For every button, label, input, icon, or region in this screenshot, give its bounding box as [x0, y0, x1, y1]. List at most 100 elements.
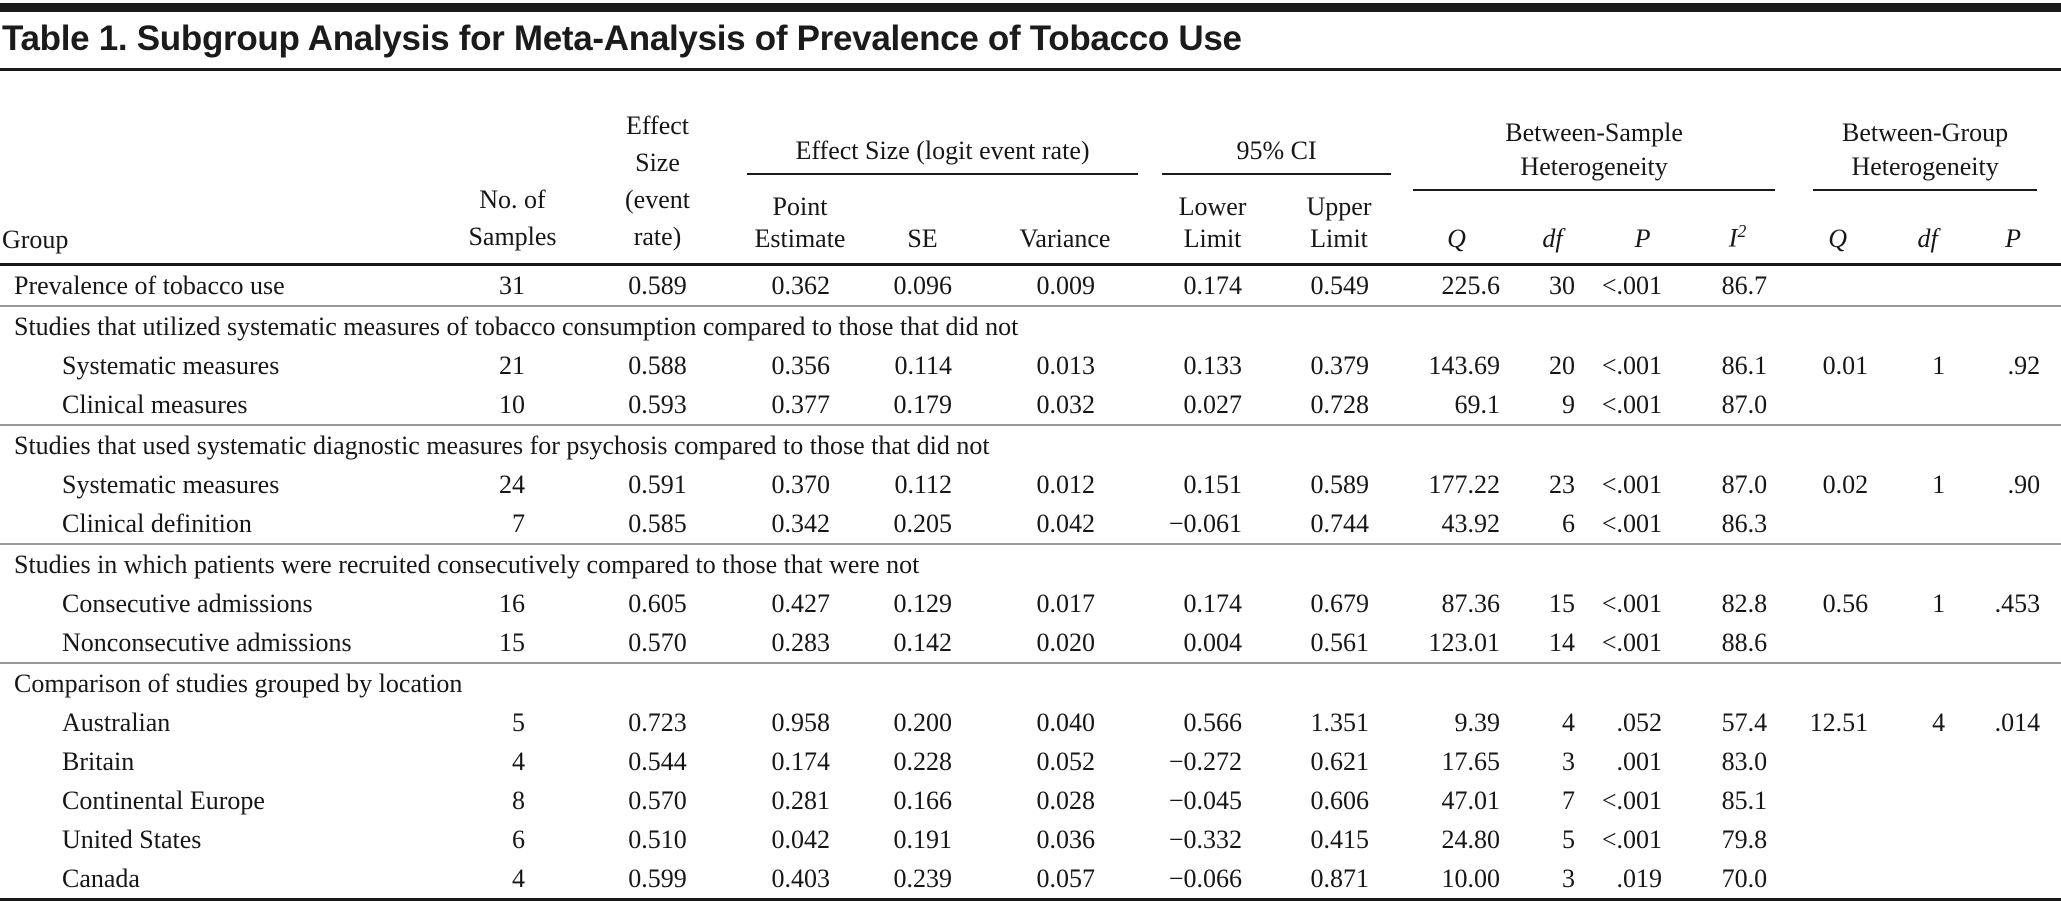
value-cell: 21 [499, 351, 525, 380]
value-cell: <.001 [1601, 825, 1663, 854]
value-cell [1890, 781, 1965, 820]
section-label: Studies that used systematic diagnostic … [0, 424, 2061, 465]
table-row: Clinical measures 10 0.593 0.377 0.179 0.032 0… [0, 385, 2061, 425]
value-cell: 0.56 [1822, 589, 1869, 618]
col-header-p-between-sample: P [1595, 191, 1691, 266]
col-header-df-between-sample: df [1510, 191, 1596, 266]
value-cell [1890, 623, 1965, 663]
value-cell: 82.8 [1721, 589, 1768, 618]
value-cell [1965, 820, 2061, 859]
table-figure: Table 1. Subgroup Analysis for Meta-Anal… [0, 3, 2061, 901]
group-cell: United States [62, 825, 202, 854]
value-cell: 0.166 [893, 786, 953, 815]
section-label: Studies that utilized systematic measure… [0, 305, 2061, 346]
value-cell: 88.6 [1721, 628, 1768, 657]
value-cell [1890, 504, 1965, 544]
value-cell: 0.112 [894, 470, 952, 499]
value-cell: 3 [1562, 864, 1576, 893]
value-cell: <.001 [1601, 351, 1663, 380]
value-cell: 0.589 [628, 271, 687, 300]
value-cell: 0.544 [628, 747, 687, 776]
value-cell: 7 [512, 509, 525, 538]
value-cell: 57.4 [1721, 708, 1768, 737]
subgroup-analysis-table: Group No. of Samples Effect Size (event … [0, 71, 2061, 901]
value-cell: 47.01 [1441, 786, 1501, 815]
value-cell: 0.744 [1310, 509, 1370, 538]
value-cell: 0.606 [1310, 786, 1370, 815]
table-row: Systematic measures 21 0.588 0.356 0.114 0.01… [0, 346, 2061, 385]
value-cell: 0.096 [893, 271, 953, 300]
value-cell: 14 [1549, 628, 1576, 657]
table-row: Clinical definition 7 0.585 0.342 0.205 0.042… [0, 504, 2061, 544]
value-cell: 31 [499, 271, 525, 300]
value-cell [1965, 504, 2061, 544]
value-cell: 0.040 [1036, 708, 1096, 737]
value-cell: 0.028 [1036, 786, 1096, 815]
value-cell: −0.332 [1168, 825, 1243, 854]
group-cell: Systematic measures [62, 351, 280, 380]
value-cell: 87.0 [1721, 470, 1768, 499]
value-cell: 5 [512, 708, 525, 737]
col-header-lower-limit: Lower Limit [1150, 191, 1276, 266]
table-title: Table 1. Subgroup Analysis for Meta-Anal… [0, 12, 2061, 71]
value-cell [1965, 742, 2061, 781]
value-cell: <.001 [1601, 470, 1663, 499]
value-cell: 24 [499, 470, 525, 499]
col-header-q-between-sample: Q [1403, 191, 1511, 266]
group-cell: Britain [62, 747, 135, 776]
value-cell: .014 [1994, 708, 2041, 737]
group-cell: Canada [62, 864, 140, 893]
value-cell [1785, 623, 1890, 663]
value-cell: 1.351 [1310, 708, 1370, 737]
value-cell: 0.356 [771, 351, 831, 380]
section-label: Comparison of studies grouped by locatio… [0, 662, 2061, 703]
value-cell: 0.599 [628, 864, 687, 893]
value-cell: 0.009 [1036, 271, 1096, 300]
value-cell [1965, 781, 2061, 820]
value-cell: 143.69 [1428, 351, 1501, 380]
value-cell: 0.377 [771, 390, 831, 419]
value-cell: 7 [1562, 786, 1576, 815]
value-cell: 123.01 [1428, 628, 1501, 657]
value-cell: 0.427 [771, 589, 831, 618]
value-cell: 0.342 [771, 509, 831, 538]
value-cell: 0.570 [628, 786, 687, 815]
section-label: Studies in which patients were recruited… [0, 543, 2061, 584]
value-cell [1890, 265, 1965, 307]
value-cell [1785, 742, 1890, 781]
group-cell: Clinical measures [62, 390, 248, 419]
value-cell: <.001 [1601, 628, 1663, 657]
value-cell: 0.01 [1822, 351, 1869, 380]
spanner-row: Group No. of Samples Effect Size (event … [0, 71, 2061, 266]
value-cell: 0.239 [893, 864, 953, 893]
section-header-row: Studies in which patients were recruited… [0, 543, 2061, 584]
value-cell: 87.0 [1721, 390, 1768, 419]
value-cell [1890, 820, 1965, 859]
value-cell: 83.0 [1721, 747, 1768, 776]
value-cell [1965, 385, 2061, 425]
value-cell [1785, 859, 1890, 900]
value-cell: 0.510 [628, 825, 687, 854]
col-header-se: SE [865, 191, 980, 266]
value-cell: 225.6 [1441, 271, 1501, 300]
table-row: Britain 4 0.544 0.174 0.228 0.052 −0.272 0.621 1… [0, 742, 2061, 781]
value-cell: 6 [512, 825, 525, 854]
value-cell: 4 [1562, 708, 1576, 737]
value-cell: <.001 [1601, 589, 1663, 618]
value-cell: <.001 [1601, 390, 1663, 419]
value-cell: .453 [1994, 589, 2041, 618]
value-cell: 4 [1932, 708, 1946, 737]
value-cell: 15 [499, 628, 525, 657]
value-cell [1785, 781, 1890, 820]
table-row: Canada 4 0.599 0.403 0.239 0.057 −0.066 0.871 10… [0, 859, 2061, 900]
group-cell: Nonconsecutive admissions [62, 628, 352, 657]
value-cell: 17.65 [1441, 747, 1501, 776]
value-cell: 0.057 [1036, 864, 1096, 893]
col-header-no-of-samples: No. of Samples [445, 71, 580, 266]
value-cell: 0.403 [771, 864, 831, 893]
value-cell [1785, 265, 1890, 307]
value-cell: 0.012 [1036, 470, 1096, 499]
value-cell: <.001 [1601, 271, 1663, 300]
value-cell: 0.179 [893, 390, 953, 419]
value-cell: 16 [499, 589, 525, 618]
